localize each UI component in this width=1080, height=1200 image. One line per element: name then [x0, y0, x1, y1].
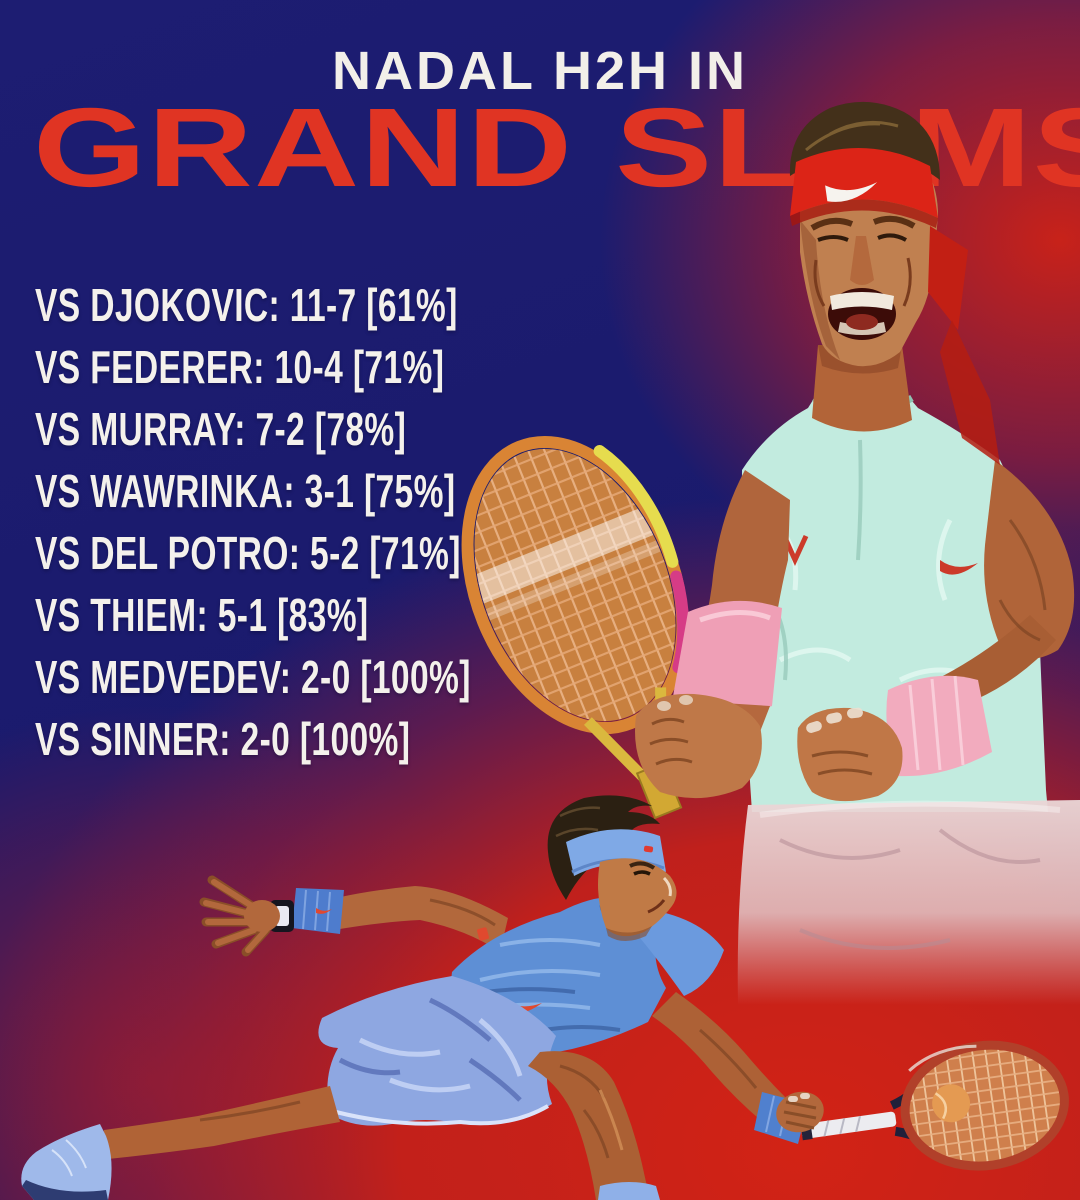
spread-hand [199, 875, 280, 957]
stat-row: VS DJOKOVIC: 11-7 [61%] [35, 274, 632, 336]
right-sleeve [640, 908, 724, 996]
stat-row: VS SINNER: 2-0 [100%] [35, 708, 632, 770]
fist [797, 707, 903, 802]
blue-shoe-right [598, 1182, 660, 1200]
lunge-head [547, 795, 677, 941]
grip-hand [776, 1091, 824, 1133]
shirt-logo-left [783, 534, 809, 567]
stat-text: VS THIEM: 5-1 [83%] [35, 589, 369, 641]
pink-elbow-sleeve [672, 600, 782, 714]
stat-row: VS WAWRINKA: 3-1 [75%] [35, 460, 632, 522]
red-headband [790, 147, 938, 218]
celebration-shorts [737, 800, 1080, 1005]
stat-text: VS WAWRINKA: 3-1 [75%] [35, 465, 456, 517]
stat-row: VS DEL POTRO: 5-2 [71%] [35, 522, 632, 584]
brows [810, 215, 916, 231]
hair [789, 101, 940, 180]
racquet [436, 419, 710, 820]
nike-swoosh-shirt [940, 560, 978, 575]
h2h-stats-list: VS DJOKOVIC: 11-7 [61%] VS FEDERER: 10-4… [35, 274, 632, 770]
stat-row: VS THIEM: 5-1 [83%] [35, 584, 632, 646]
blue-shoe-left [21, 1124, 112, 1200]
stat-text: VS SINNER: 2-0 [100%] [35, 713, 411, 765]
lunge-left-leg [21, 1086, 340, 1200]
stat-row: VS FEDERER: 10-4 [71%] [35, 336, 632, 398]
stat-text: VS DEL POTRO: 5-2 [71%] [35, 527, 461, 579]
celebration-head [789, 101, 1000, 465]
lunge-left-arm [199, 875, 508, 957]
poster-subtitle: NADAL H2H IN [331, 41, 749, 101]
nadal-celebration-illustration [436, 101, 1080, 1005]
face [598, 858, 677, 937]
stat-row: VS MURRAY: 7-2 [78%] [35, 398, 632, 460]
celebration-left-arm [635, 470, 790, 799]
stat-text: VS MURRAY: 7-2 [78%] [35, 403, 407, 455]
nike-swoosh-headband [825, 182, 878, 202]
stat-text: VS MEDVEDEV: 2-0 [100%] [35, 651, 471, 703]
celebration-right-arm [797, 460, 1075, 802]
stat-text: VS FEDERER: 10-4 [71%] [35, 341, 445, 393]
nadal-lunge-illustration [21, 795, 1069, 1200]
racquet-strings [436, 419, 710, 751]
headband-tail [928, 226, 968, 330]
lunge-right-leg [528, 1051, 660, 1200]
stat-row: VS MEDVEDEV: 2-0 [100%] [35, 646, 632, 708]
stat-text: VS DJOKOVIC: 11-7 [61%] [35, 279, 458, 331]
lunge-shorts [318, 976, 556, 1126]
lunge-racquet [800, 1039, 1069, 1172]
squinted-eyes [817, 233, 907, 242]
tennis-ball [932, 1084, 971, 1123]
